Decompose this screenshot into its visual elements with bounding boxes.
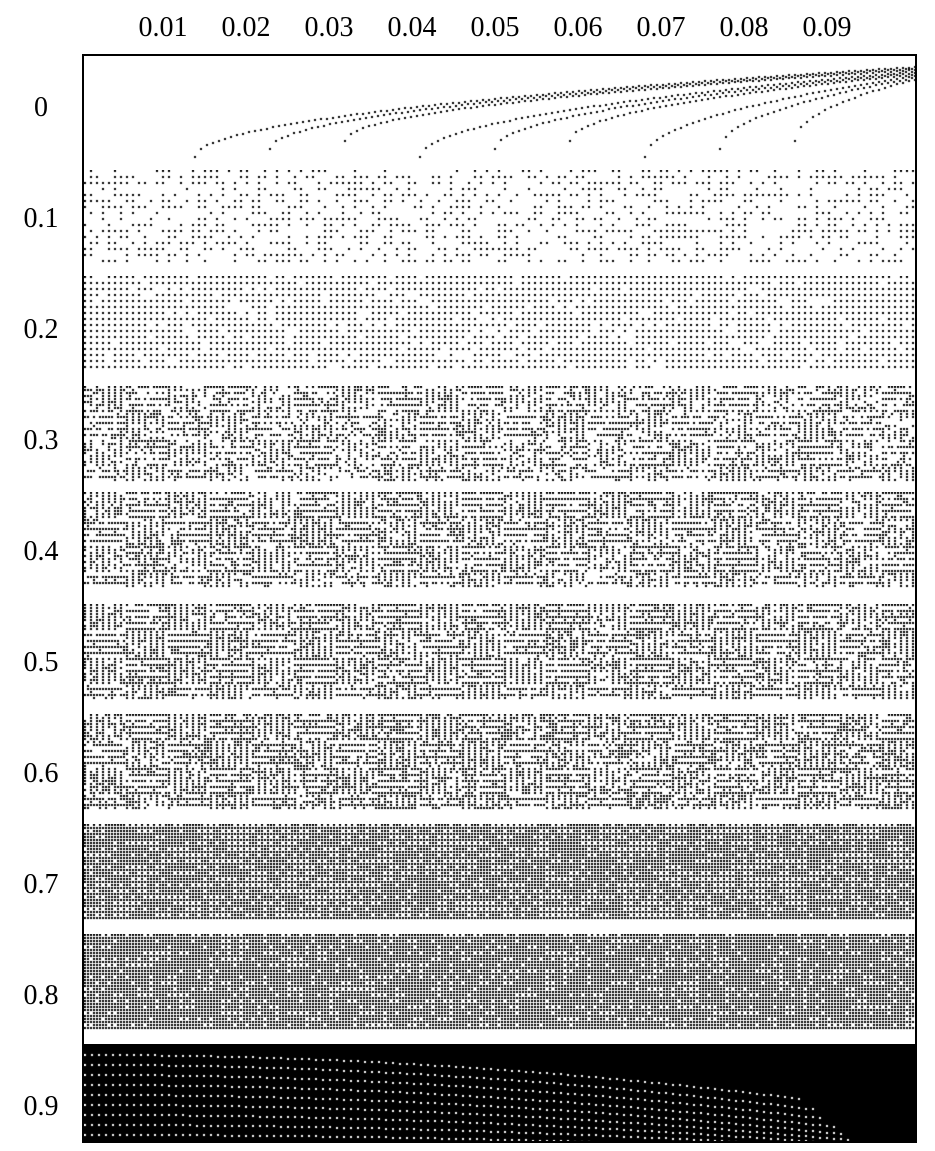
row-label: 0.5: [23, 647, 59, 678]
row-label: 0.3: [23, 425, 59, 456]
column-label: 0.07: [636, 12, 686, 43]
row-label: 0.4: [23, 536, 59, 567]
pattern-band: [84, 56, 915, 174]
pattern-band: [84, 276, 915, 374]
row-label: 0.1: [23, 203, 59, 234]
column-label: 0.01: [138, 12, 188, 43]
column-label: 0.06: [553, 12, 603, 43]
row-label: 0.8: [23, 980, 59, 1011]
column-label: 0.02: [221, 12, 271, 43]
pattern-band: [84, 824, 915, 922]
column-label: 0.03: [304, 12, 354, 43]
pattern-band: [84, 714, 915, 812]
column-label: 0.04: [387, 12, 437, 43]
pattern-band: [84, 492, 915, 590]
row-label: 0.2: [23, 314, 59, 345]
pattern-band: [84, 934, 915, 1030]
pattern-panel: [82, 54, 917, 1143]
column-label: 0.09: [802, 12, 852, 43]
row-label: 0.6: [23, 758, 59, 789]
row-label: 0: [34, 92, 48, 123]
pattern-band: [84, 604, 915, 700]
column-label: 0.08: [719, 12, 769, 43]
pattern-band: [84, 386, 915, 482]
row-label: 0.9: [23, 1091, 59, 1122]
row-label: 0.7: [23, 869, 59, 900]
column-label: 0.05: [470, 12, 520, 43]
pattern-band: [84, 1044, 915, 1141]
pattern-band: [84, 170, 915, 264]
